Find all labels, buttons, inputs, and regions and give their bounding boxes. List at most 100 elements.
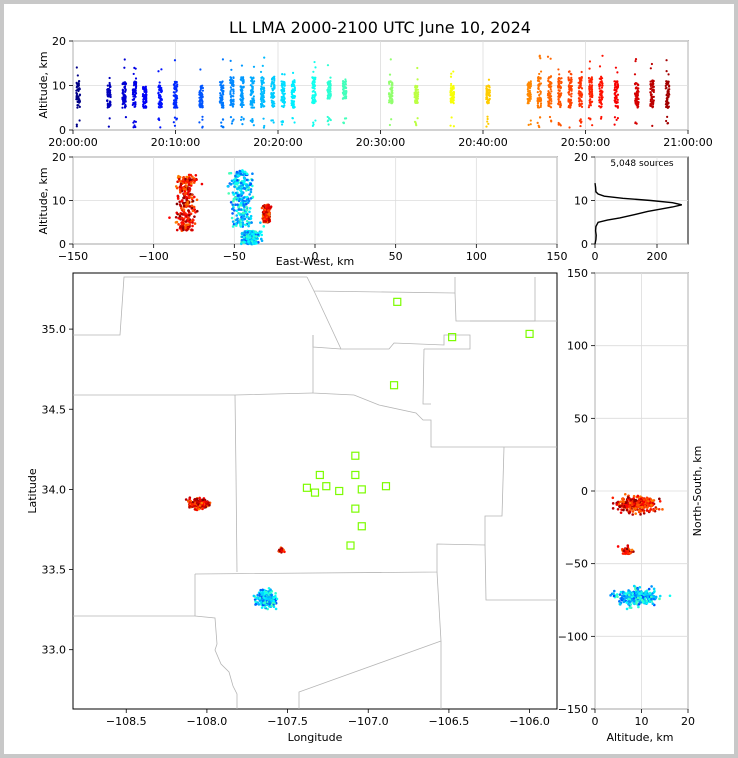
time-altitude-point <box>240 116 243 119</box>
northsouth-altitude-point <box>625 595 629 599</box>
eastwest-xtick-label: −150 <box>58 250 88 263</box>
time-altitude-point <box>599 81 602 84</box>
time-altitude-point <box>537 87 540 91</box>
map-source-point <box>261 588 264 592</box>
time-altitude-point <box>613 99 616 102</box>
time-altitude-point <box>558 89 561 92</box>
time-altitude-point <box>131 89 135 92</box>
time-altitude-point <box>416 66 419 70</box>
altitude-time-ylabel: Altitude, km <box>37 51 50 118</box>
time-altitude-point <box>651 88 654 91</box>
time-altitude-point <box>329 84 332 87</box>
time-altitude-point <box>557 84 561 87</box>
time-altitude-point <box>219 92 222 95</box>
time-altitude-point <box>568 88 571 91</box>
time-altitude-point <box>486 117 489 121</box>
time-altitude-point <box>222 86 225 90</box>
map-source-point <box>263 596 266 600</box>
time-altitude-point <box>328 97 331 100</box>
eastwest-altitude-point <box>229 200 233 204</box>
time-altitude-point <box>486 96 489 99</box>
eastwest-altitude-point <box>229 182 233 186</box>
time-altitude-point <box>635 90 639 93</box>
time-altitude-point <box>557 68 560 71</box>
time-altitude-point <box>449 101 453 104</box>
eastwest-altitude-point <box>258 231 261 235</box>
eastwest-altitude-point <box>245 208 249 212</box>
map-source-point <box>193 497 197 501</box>
time-altitude-point <box>614 104 617 107</box>
time-altitude-point <box>123 58 126 61</box>
time-altitude-point <box>232 90 235 93</box>
northsouth-altitude-point <box>618 603 622 606</box>
time-altitude-point <box>241 123 244 126</box>
time-altitude-point <box>578 97 581 100</box>
time-altitude-point <box>536 104 540 107</box>
time-altitude-point <box>313 95 316 98</box>
eastwest-altitude-point <box>264 210 268 214</box>
time-altitude-point <box>199 68 202 71</box>
time-altitude-point <box>649 104 653 108</box>
time-altitude-point <box>344 78 347 81</box>
time-altitude-point <box>599 78 603 81</box>
time-altitude-point <box>109 89 112 92</box>
time-altitude-point <box>558 96 561 99</box>
northsouth-altitude-point <box>624 552 628 555</box>
time-altitude-point <box>272 91 275 95</box>
time-altitude-point <box>649 91 652 94</box>
time-altitude-point <box>329 94 332 97</box>
time-altitude-point <box>145 101 148 104</box>
time-altitude-point <box>601 54 604 57</box>
eastwest-altitude-point <box>178 215 182 218</box>
eastwest-altitude-point <box>245 214 249 218</box>
time-altitude-point <box>173 124 177 127</box>
eastwest-altitude-point <box>238 169 242 173</box>
time-altitude-point <box>133 82 136 85</box>
time-altitude-point <box>588 79 591 82</box>
map-source-point <box>272 599 275 603</box>
time-altitude-point <box>613 123 616 126</box>
time-altitude-point <box>221 125 224 129</box>
time-altitude-point <box>292 85 296 88</box>
time-altitude-point <box>260 90 264 94</box>
time-altitude-point <box>78 93 82 96</box>
time-altitude-point <box>76 74 79 77</box>
eastwest-altitude-point <box>193 208 197 211</box>
map-xtick-label: −107.0 <box>348 715 389 728</box>
time-altitude-point <box>580 87 584 90</box>
time-altitude-point <box>538 93 541 97</box>
northsouth-xtick-label: 0 <box>592 715 599 728</box>
time-altitude-point <box>121 103 124 106</box>
time-altitude-point <box>536 99 539 102</box>
time-altitude-point <box>242 118 245 121</box>
time-altitude-point <box>342 84 345 87</box>
time-altitude-point <box>172 121 175 124</box>
time-altitude-point <box>527 99 530 102</box>
time-altitude-point <box>121 106 124 109</box>
northsouth-altitude-point <box>647 503 651 507</box>
northsouth-altitude-point <box>625 505 629 508</box>
time-altitude-point <box>527 101 530 104</box>
northsouth-altitude-point <box>642 510 646 513</box>
time-altitude-point <box>449 84 453 87</box>
histogram-ytick-label: 0 <box>581 238 588 251</box>
northsouth-altitude-point <box>634 507 637 510</box>
time-altitude-point <box>559 124 562 127</box>
time-altitude-point <box>231 120 234 123</box>
time-altitude-point <box>199 87 203 91</box>
time-altitude-point <box>199 106 202 109</box>
eastwest-altitude-point <box>236 203 239 206</box>
time-altitude-point <box>219 84 222 87</box>
eastwest-altitude-point <box>246 201 250 204</box>
northsouth-altitude-point <box>638 585 642 589</box>
time-altitude-point <box>174 106 177 109</box>
time-altitude-point <box>547 90 550 93</box>
map-source-point <box>269 588 272 591</box>
northsouth-altitude-point <box>636 590 640 594</box>
time-altitude-point <box>589 102 592 105</box>
time-xtick-label: 21:00:00 <box>663 136 712 149</box>
time-altitude-point <box>613 86 617 89</box>
time-altitude-point <box>291 102 294 106</box>
eastwest-altitude-point <box>249 188 253 191</box>
map-source-point <box>268 600 271 604</box>
